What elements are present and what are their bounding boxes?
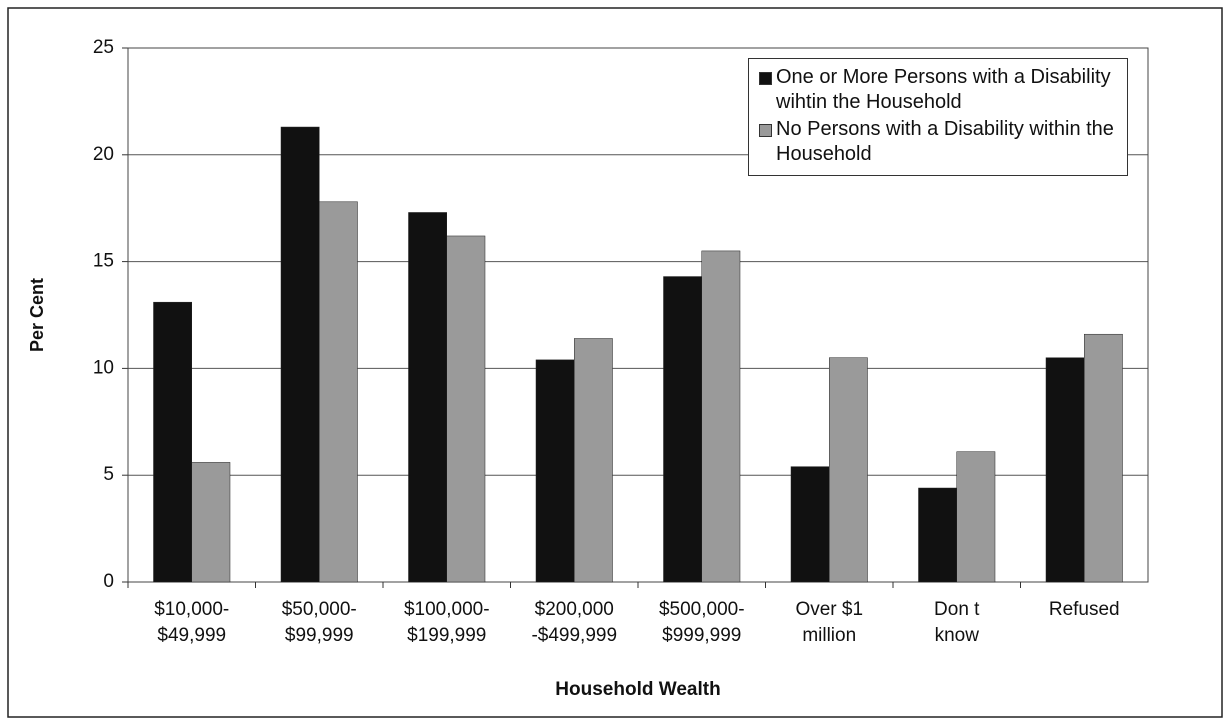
x-tick-label: $999,999: [662, 625, 741, 646]
bar: [153, 301, 192, 583]
legend-item: One or More Persons with a Disability wi…: [759, 65, 1121, 115]
y-tick-label: 25: [93, 37, 114, 58]
legend-item: No Persons with a Disability within the …: [759, 117, 1121, 167]
x-tick-label: $199,999: [407, 625, 486, 646]
bar: [319, 201, 358, 583]
x-axis-title: Household Wealth: [555, 679, 720, 700]
y-tick-label: 0: [103, 571, 114, 592]
bar: [408, 212, 447, 583]
y-axis-title: Per Cent: [27, 278, 47, 352]
bar: [663, 276, 702, 583]
x-tick-label: know: [935, 625, 980, 646]
bar: [191, 462, 231, 583]
x-tick-label: $100,000-: [404, 599, 490, 620]
x-tick-label: Don t: [934, 599, 980, 620]
x-tick-label: Over $1: [795, 599, 863, 620]
bar: [918, 487, 957, 583]
x-tick-label: -$499,999: [531, 625, 617, 646]
x-tick-label: $500,000-: [659, 599, 745, 620]
legend-label: No Persons with a Disability within the …: [776, 118, 1114, 165]
y-tick-label: 20: [93, 144, 114, 165]
x-tick-label: $49,999: [157, 625, 226, 646]
bar: [574, 338, 613, 583]
bar: [790, 466, 830, 583]
x-tick-label: $10,000-: [154, 599, 229, 620]
legend-swatch: [759, 124, 772, 137]
x-tick-label: $99,999: [285, 625, 354, 646]
legend-swatch: [759, 72, 772, 85]
frame: [7, 7, 1223, 718]
legend: One or More Persons with a Disability wi…: [748, 58, 1128, 176]
y-tick-label: 15: [93, 251, 114, 272]
bar: [829, 357, 868, 583]
x-tick-label: $50,000-: [282, 599, 357, 620]
x-tick-label: million: [802, 625, 856, 646]
y-tick-label: 10: [93, 357, 114, 378]
bar: [446, 235, 486, 583]
bar: [956, 451, 996, 583]
bar: [701, 250, 741, 583]
bar: [280, 126, 320, 583]
bar: [1084, 333, 1123, 583]
x-tick-label: $200,000: [535, 599, 614, 620]
bar: [535, 359, 575, 583]
bar: [1045, 357, 1085, 583]
legend-label: One or More Persons with a Disability wi…: [776, 66, 1111, 113]
x-tick-label: Refused: [1049, 599, 1120, 620]
y-tick-label: 5: [103, 464, 114, 485]
